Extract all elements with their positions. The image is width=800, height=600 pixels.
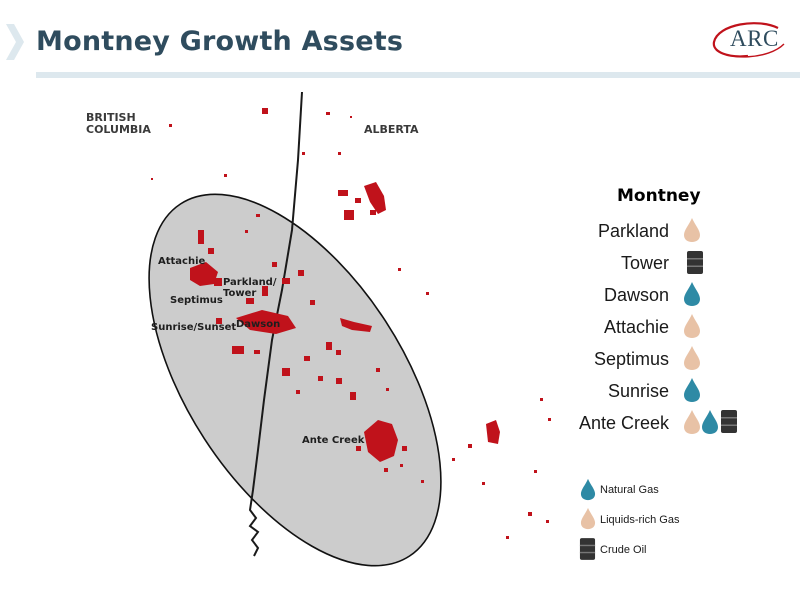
place-label-sunrise-sunset: Sunrise/Sunset: [151, 322, 237, 333]
natural-gas-icon: [684, 282, 700, 306]
place-label-parkland-tower: Parkland/ Tower: [223, 277, 277, 299]
key-label-liquids-rich-gas: Liquids-rich Gas: [600, 514, 680, 526]
liquids-rich-gas-icon: [684, 410, 700, 434]
arc-logo-icon: [712, 22, 785, 58]
legend-asset-septimus: Septimus: [593, 349, 669, 369]
chevron-right-icon: [6, 24, 24, 60]
legend-asset-tower: Tower: [620, 253, 669, 273]
natural-gas-icon: [702, 410, 718, 434]
crude-oil-icon: [721, 410, 737, 433]
place-label-septimus: Septimus: [170, 295, 223, 306]
liquids-rich-gas-icon: [684, 314, 700, 338]
page-title: Montney Growth Assets: [36, 26, 404, 57]
crude-oil-icon: [579, 538, 596, 560]
province-label-british-columbia: BRITISH COLUMBIA: [86, 111, 151, 136]
legend-asset-sunrise: Sunrise: [607, 381, 669, 401]
place-label-dawson: Dawson: [236, 319, 281, 330]
land-parcels: [151, 108, 551, 539]
natural-gas-icon: [580, 478, 596, 501]
place-label-ante-creek: Ante Creek: [302, 435, 365, 446]
title-underline: [36, 72, 800, 78]
province-label-alberta: ALBERTA: [364, 123, 419, 136]
key-label-crude-oil: Crude Oil: [600, 544, 647, 556]
montney-play-ellipse: [148, 193, 442, 567]
legend-asset-ante-creek: Ante Creek: [578, 413, 669, 433]
crude-oil-icon: [687, 251, 703, 274]
place-label-attachie: Attachie: [158, 256, 206, 267]
liquids-rich-gas-icon: [580, 507, 596, 530]
legend-title: Montney: [617, 186, 701, 206]
legend-asset-parkland: Parkland: [597, 221, 669, 241]
natural-gas-icon: [684, 378, 700, 402]
key-label-natural-gas: Natural Gas: [600, 484, 659, 496]
legend-asset-dawson: Dawson: [603, 285, 669, 305]
legend-asset-attachie: Attachie: [603, 317, 669, 337]
bc-alberta-border: [248, 91, 303, 557]
logo-text: ARC: [730, 26, 779, 51]
liquids-rich-gas-icon: [684, 346, 700, 370]
liquids-rich-gas-icon: [684, 218, 700, 242]
map-canvas: [68, 91, 568, 567]
